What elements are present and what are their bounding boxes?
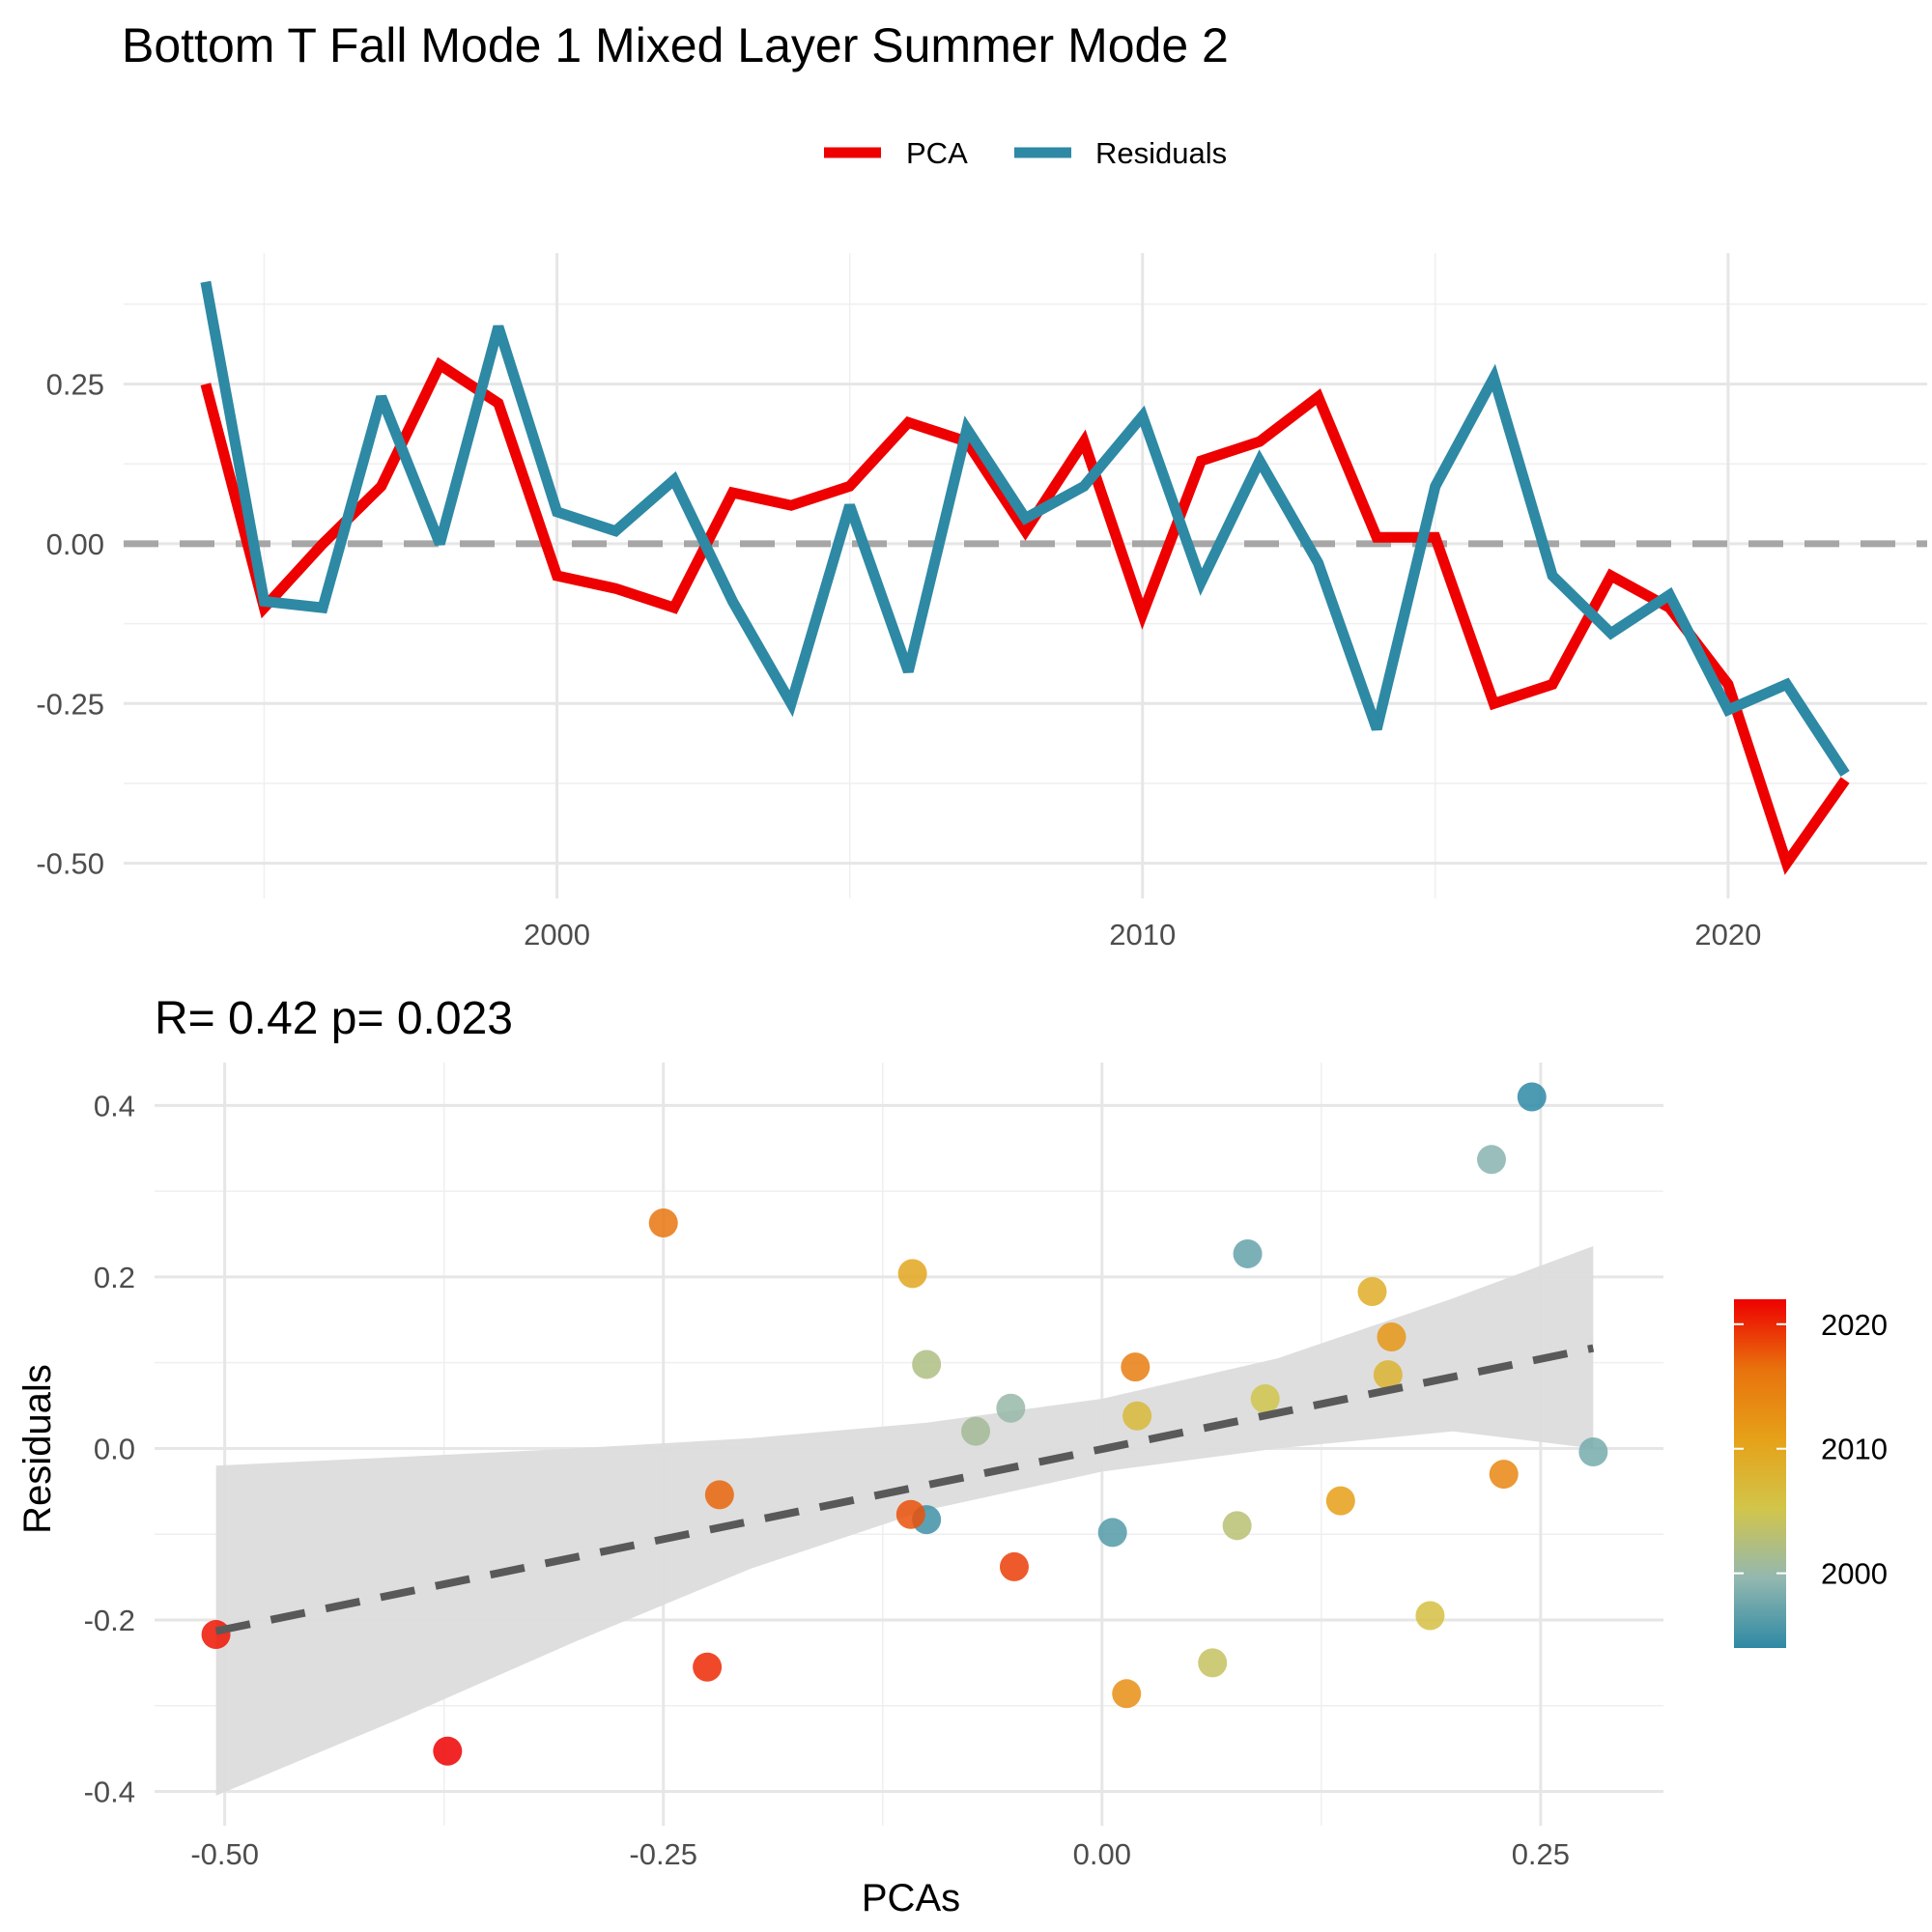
line-chart-panel: 2000 2010 2020 -0.50 -0.25 0.00 0.25 — [36, 253, 1927, 952]
series-line-residuals — [200, 280, 1850, 778]
scatter-point — [1415, 1601, 1445, 1631]
scatter-point — [1377, 1322, 1406, 1352]
scatter-point — [1121, 1352, 1151, 1382]
line-y-tick-label: 0.00 — [46, 527, 104, 561]
scatter-point — [1233, 1238, 1263, 1268]
legend-label-residuals: Residuals — [1095, 136, 1227, 170]
color-scale-tick-label: 2010 — [1821, 1433, 1888, 1466]
scatter-point — [1097, 1518, 1127, 1548]
scatter-point — [1578, 1436, 1608, 1466]
scatter-point — [1477, 1145, 1507, 1175]
y-axis-title: Residuals — [16, 1364, 59, 1534]
legend: PCA Residuals — [824, 136, 1227, 170]
line-x-tick-label: 2020 — [1694, 918, 1761, 952]
figure-title: Bottom T Fall Mode 1 Mixed Layer Summer … — [122, 18, 1229, 72]
scatter-chart-panel: -0.50 -0.25 0.00 0.25 -0.4 -0.2 0.0 0.2 0.4 — [84, 1063, 1663, 1871]
series-line-pca — [200, 356, 1850, 875]
scatter-x-tick-label: 0.00 — [1073, 1837, 1131, 1871]
scatter-point — [648, 1208, 678, 1237]
scatter-point — [704, 1480, 734, 1510]
scatter-x-tick-label: 0.25 — [1512, 1837, 1570, 1871]
scatter-point — [1112, 1679, 1142, 1709]
scatter-point — [1373, 1360, 1403, 1390]
scatter-y-tick-label: 0.4 — [94, 1089, 135, 1122]
legend-label-pca: PCA — [906, 136, 968, 170]
color-scale-legend: 2000 2010 2020 — [1734, 1299, 1888, 1648]
scatter-y-tick-label: -0.2 — [84, 1604, 135, 1637]
line-y-tick-label: -0.50 — [36, 847, 104, 881]
scatter-point — [961, 1416, 991, 1446]
color-scale-bar — [1734, 1299, 1786, 1648]
scatter-point — [1325, 1486, 1355, 1516]
line-x-tick-label: 2010 — [1109, 918, 1176, 952]
scatter-point — [1222, 1511, 1252, 1541]
scatter-y-tick-label: 0.2 — [94, 1261, 135, 1294]
scatter-point — [201, 1620, 231, 1650]
scatter-y-tick-label: 0.0 — [94, 1432, 135, 1465]
scatter-point — [1489, 1460, 1519, 1490]
scatter-x-tick-label: -0.25 — [629, 1837, 697, 1871]
scatter-point — [1250, 1383, 1280, 1413]
scatter-point — [912, 1350, 942, 1379]
scatter-y-tick-label: -0.4 — [84, 1775, 135, 1808]
scatter-point — [897, 1259, 927, 1289]
line-y-tick-label: -0.25 — [36, 687, 104, 721]
scatter-point — [1517, 1082, 1547, 1112]
scatter-point — [996, 1393, 1026, 1423]
scatter-point — [1357, 1277, 1387, 1306]
scatter-point — [1198, 1648, 1228, 1678]
regression-line — [214, 1344, 1595, 1635]
scatter-x-tick-label: -0.50 — [190, 1837, 259, 1871]
line-y-tick-label: 0.25 — [46, 368, 104, 402]
line-x-tick-label: 2000 — [524, 918, 590, 952]
scatter-subtitle: R= 0.42 p= 0.023 — [155, 993, 513, 1044]
scatter-point — [1122, 1401, 1152, 1431]
color-scale-tick-label: 2020 — [1821, 1308, 1888, 1342]
scatter-point — [999, 1551, 1029, 1581]
scatter-point — [895, 1499, 925, 1529]
color-scale-tick-label: 2000 — [1821, 1557, 1888, 1591]
confidence-band — [215, 1246, 1594, 1796]
scatter-point — [433, 1736, 463, 1766]
x-axis-title: PCAs — [862, 1877, 960, 1919]
scatter-point — [693, 1652, 723, 1682]
